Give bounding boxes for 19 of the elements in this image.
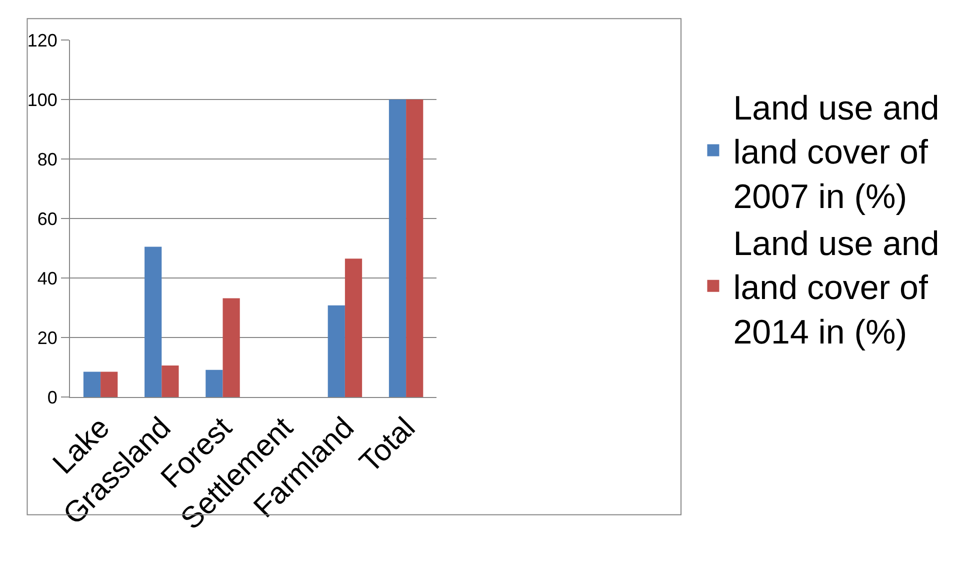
y-tick-label: 60 bbox=[37, 208, 58, 229]
y-tick-label: 40 bbox=[37, 268, 58, 288]
bar bbox=[206, 370, 223, 397]
y-tick-label: 20 bbox=[37, 328, 58, 348]
bar bbox=[406, 100, 424, 397]
legend-label: Land use and land cover of 2007 in (%) bbox=[733, 89, 940, 216]
y-tick-label: 120 bbox=[27, 30, 58, 50]
bar bbox=[328, 305, 345, 397]
y-tick-label: 100 bbox=[27, 90, 58, 110]
y-tick-label: 80 bbox=[37, 149, 58, 170]
bar bbox=[100, 372, 118, 397]
bar bbox=[83, 372, 101, 397]
bar bbox=[344, 258, 362, 397]
bar bbox=[162, 365, 179, 397]
legend-label: Land use and land cover of 2014 in (%) bbox=[733, 224, 940, 352]
y-tick-label: 0 bbox=[47, 387, 58, 408]
bar bbox=[222, 298, 240, 397]
bar bbox=[144, 246, 162, 397]
bar bbox=[388, 100, 406, 397]
